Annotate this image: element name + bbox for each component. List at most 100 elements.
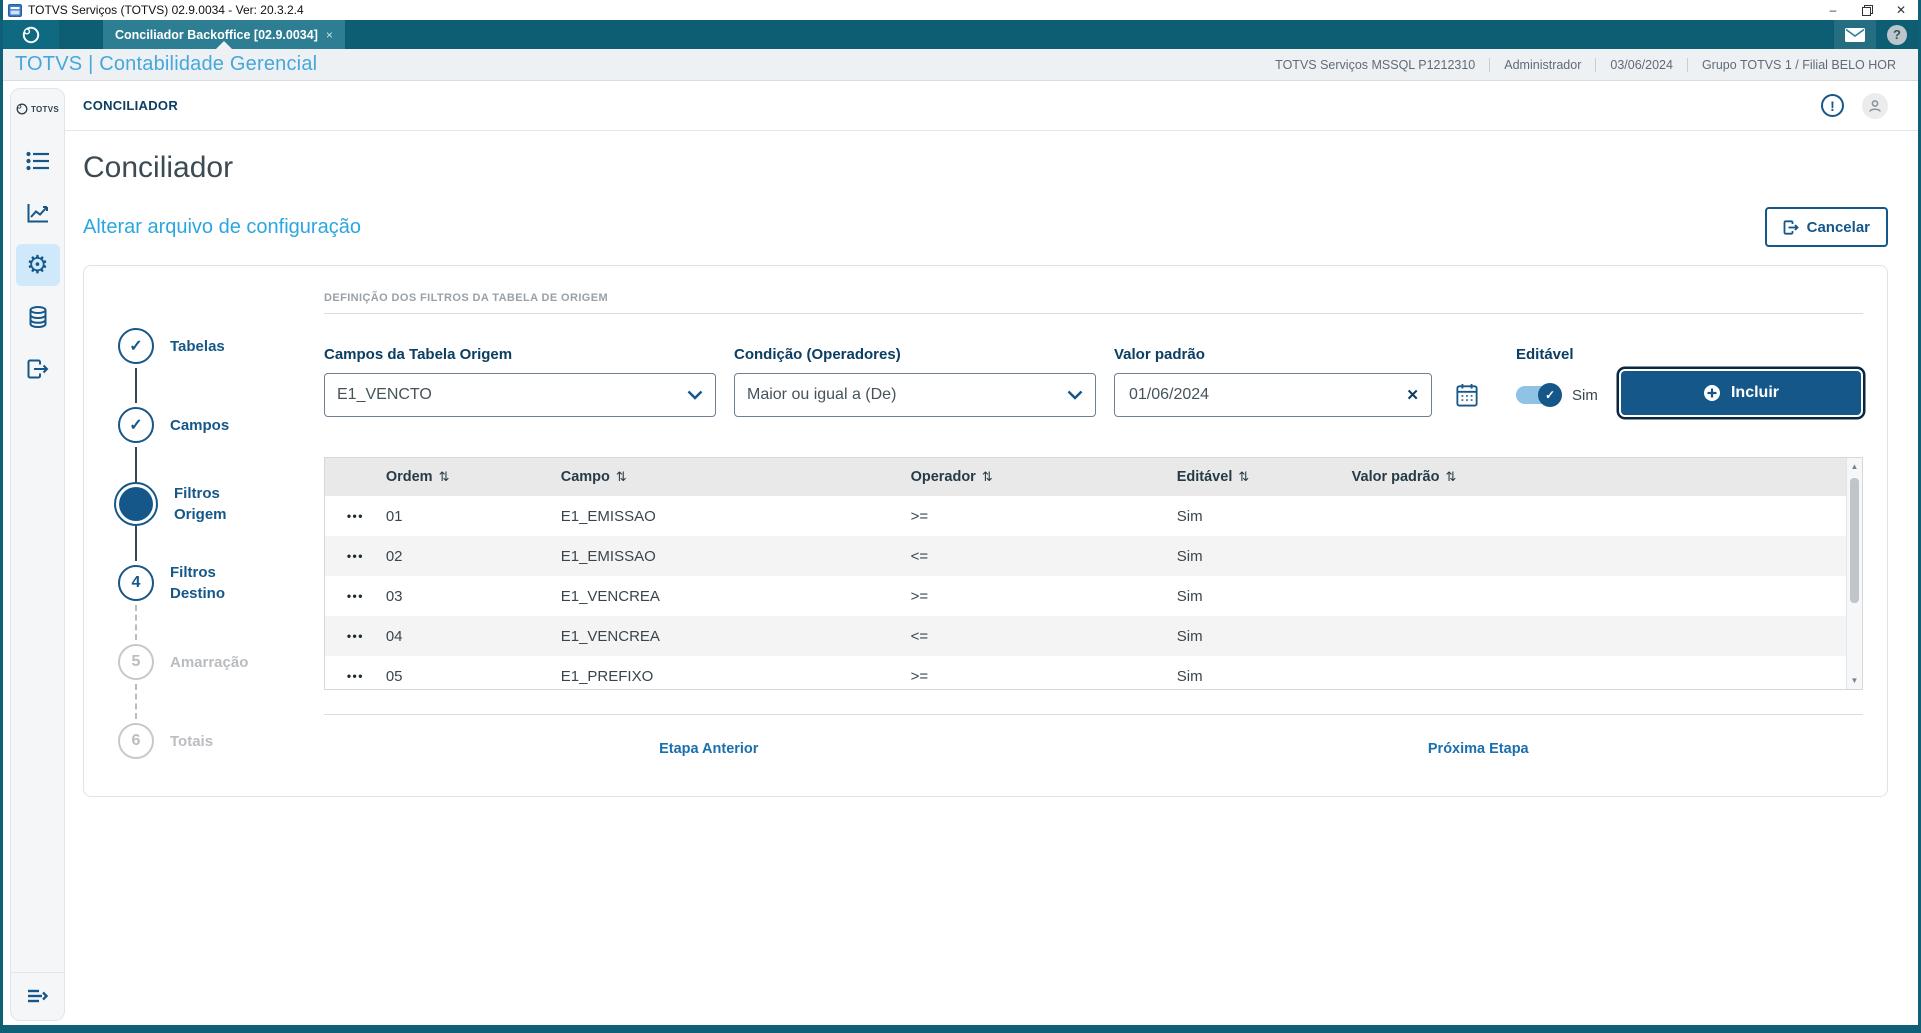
field-editavel: Editável ✓ Sim bbox=[1516, 346, 1598, 417]
row-actions-icon[interactable]: ••• bbox=[346, 589, 364, 603]
field-condicao-operadores: Condição (Operadores) Maior ou igual a (… bbox=[734, 346, 1096, 417]
env-company: Grupo TOTVS 1 / Filial BELO HOR bbox=[1686, 57, 1910, 72]
campos-tabela-origem-select[interactable]: E1_VENCTO bbox=[324, 373, 716, 417]
row-actions-icon[interactable]: ••• bbox=[346, 629, 364, 643]
table-row[interactable]: ••• 04 E1_VENCREA <= Sim bbox=[325, 616, 1846, 656]
table-row[interactable]: ••• 02 E1_EMISSAO <= Sim bbox=[325, 536, 1846, 576]
filter-table: Ordem ⇅ Campo ⇅ Operador ⇅ Editável ⇅ Valor … bbox=[325, 458, 1846, 689]
scroll-up-icon[interactable]: ▲ bbox=[1850, 462, 1859, 471]
chevron-down-icon bbox=[1067, 390, 1083, 400]
table-scrollbar[interactable]: ▲ ▼ bbox=[1846, 458, 1862, 689]
sidebar-item-database[interactable] bbox=[16, 296, 60, 338]
totvs-menu-button[interactable] bbox=[3, 20, 59, 49]
mail-icon bbox=[1845, 27, 1865, 42]
env-date: 03/06/2024 bbox=[1595, 57, 1687, 72]
sort-icon[interactable]: ⇅ bbox=[615, 469, 627, 484]
step-filtros-destino[interactable]: 4 Filtros Destino bbox=[114, 561, 282, 605]
exit-icon bbox=[1783, 219, 1799, 235]
wizard-stepper: ✓ Tabelas ✓ Campos Filtros Origem bbox=[114, 292, 282, 796]
step-connector bbox=[135, 605, 137, 640]
row-actions-icon[interactable]: ••• bbox=[346, 549, 364, 563]
clear-icon[interactable]: ✕ bbox=[1406, 387, 1419, 404]
maximize-button[interactable] bbox=[1850, 0, 1884, 20]
close-button[interactable]: ✕ bbox=[1895, 3, 1907, 17]
totvs-logo-icon bbox=[22, 26, 40, 43]
cell-valor bbox=[1352, 536, 1846, 576]
table-row[interactable]: ••• 03 E1_VENCREA >= Sim bbox=[325, 576, 1846, 616]
step-campos[interactable]: ✓ Campos bbox=[114, 403, 282, 447]
step-filtros-origem[interactable]: Filtros Origem bbox=[114, 482, 282, 526]
field-label: Editável bbox=[1516, 346, 1574, 363]
tab-close-icon[interactable]: × bbox=[325, 27, 333, 42]
calendar-button[interactable] bbox=[1450, 373, 1484, 417]
table-row[interactable]: ••• 05 E1_PREFIXO >= Sim bbox=[325, 656, 1846, 689]
sort-icon[interactable]: ⇅ bbox=[1445, 469, 1457, 484]
cell-valor bbox=[1352, 616, 1846, 656]
cell-editavel: Sim bbox=[1176, 667, 1203, 685]
cell-operador: <= bbox=[910, 627, 929, 645]
cell-campo: E1_EMISSAO bbox=[560, 507, 656, 525]
row-actions-icon[interactable]: ••• bbox=[346, 509, 364, 523]
sidebar-item-settings[interactable]: ⚙ bbox=[15, 244, 60, 286]
column-editavel[interactable]: Editável ⇅ bbox=[1176, 458, 1352, 496]
sidebar-item-logout[interactable] bbox=[16, 348, 60, 390]
gear-icon: ⚙ bbox=[26, 250, 49, 279]
cell-valor bbox=[1352, 576, 1846, 616]
cancel-button-label: Cancelar bbox=[1806, 218, 1870, 236]
incluir-button[interactable]: Incluir bbox=[1619, 369, 1863, 417]
cell-operador: >= bbox=[910, 587, 929, 605]
tab-label: Conciliador Backoffice [02.9.0034] bbox=[115, 27, 318, 42]
tab-conciliador-backoffice[interactable]: Conciliador Backoffice [02.9.0034] × bbox=[103, 20, 345, 49]
etapa-anterior-link[interactable]: Etapa Anterior bbox=[659, 741, 759, 757]
field-valor-padrao: Valor padrão ✕ bbox=[1114, 346, 1432, 417]
sidebar: TOTVS ⚙ bbox=[10, 88, 65, 1021]
sidebar-expand-button[interactable] bbox=[11, 972, 64, 1020]
sort-icon[interactable]: ⇅ bbox=[981, 469, 993, 484]
column-valor-padrao[interactable]: Valor padrão ⇅ bbox=[1351, 458, 1846, 496]
step-tabelas[interactable]: ✓ Tabelas bbox=[114, 324, 282, 368]
column-operador[interactable]: Operador ⇅ bbox=[910, 458, 1177, 496]
section-title: DEFINIÇÃO DOS FILTROS DA TABELA DE ORIGE… bbox=[324, 292, 1863, 314]
valor-padrao-input[interactable] bbox=[1127, 385, 1399, 405]
user-avatar[interactable] bbox=[1862, 92, 1888, 119]
minimize-button[interactable]: – bbox=[1829, 3, 1837, 17]
scroll-down-icon[interactable]: ▼ bbox=[1850, 676, 1859, 685]
sidebar-item-menu[interactable] bbox=[16, 140, 60, 182]
notification-button[interactable]: ! bbox=[1821, 94, 1844, 117]
cell-ordem: 01 bbox=[385, 507, 403, 525]
page-title: Conciliador bbox=[83, 151, 234, 184]
env-user: Administrador bbox=[1489, 57, 1595, 72]
filter-table-container: Ordem ⇅ Campo ⇅ Operador ⇅ Editável ⇅ Valor … bbox=[324, 457, 1863, 690]
sort-icon[interactable]: ⇅ bbox=[1238, 469, 1250, 484]
field-label: Campos da Tabela Origem bbox=[324, 346, 513, 363]
column-ordem[interactable]: Ordem ⇅ bbox=[385, 458, 561, 496]
window-title: TOTVS Serviços (TOTVS) 02.9.0034 - Ver: … bbox=[28, 3, 304, 17]
database-icon bbox=[29, 306, 46, 328]
column-campo[interactable]: Campo ⇅ bbox=[560, 458, 911, 496]
env-server: TOTVS Serviços MSSQL P1212310 bbox=[1275, 57, 1476, 72]
editavel-toggle[interactable]: ✓ bbox=[1516, 383, 1562, 407]
table-row[interactable]: ••• 01 E1_EMISSAO >= Sim bbox=[325, 496, 1846, 536]
chevron-down-icon bbox=[687, 390, 703, 400]
breadcrumb-bar: CONCILIADOR ! bbox=[65, 81, 1918, 131]
help-button[interactable]: ? bbox=[1876, 20, 1918, 49]
cell-campo: E1_VENCREA bbox=[560, 587, 660, 605]
condicao-operadores-select[interactable]: Maior ou igual a (De) bbox=[734, 373, 1096, 417]
proxima-etapa-link[interactable]: Próxima Etapa bbox=[1427, 741, 1529, 757]
step-totais: 6 Totais bbox=[114, 719, 282, 763]
sidebar-item-dashboard[interactable] bbox=[16, 192, 60, 234]
sort-icon[interactable]: ⇅ bbox=[438, 469, 450, 484]
window-controls: – ✕ bbox=[1816, 0, 1918, 20]
check-icon: ✓ bbox=[1544, 388, 1556, 402]
cancel-button[interactable]: Cancelar bbox=[1764, 207, 1888, 247]
scrollbar-thumb[interactable] bbox=[1850, 478, 1859, 603]
check-icon: ✓ bbox=[129, 417, 143, 434]
step-amarracao: 5 Amarração bbox=[114, 640, 282, 684]
cell-ordem: 02 bbox=[385, 547, 403, 565]
cell-editavel: Sim bbox=[1176, 587, 1203, 605]
mail-button[interactable] bbox=[1834, 20, 1876, 49]
row-actions-icon[interactable]: ••• bbox=[346, 669, 364, 683]
cell-operador: <= bbox=[910, 547, 929, 565]
cell-valor bbox=[1352, 496, 1846, 536]
